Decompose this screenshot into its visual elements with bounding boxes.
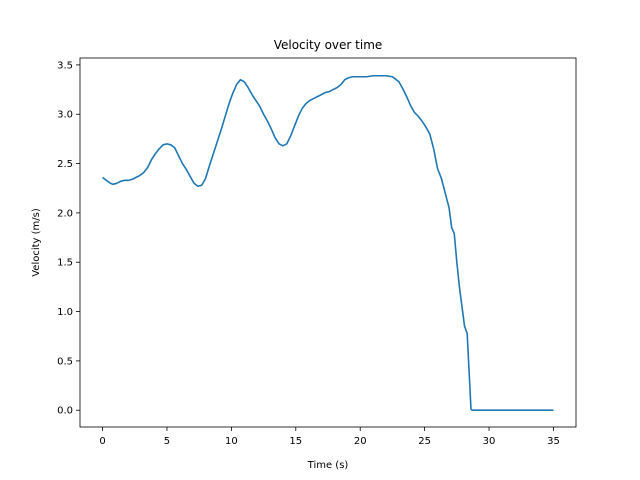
y-tick-label: 1.0 — [57, 307, 73, 318]
x-tick-label: 25 — [418, 436, 431, 447]
y-tick-label: 2.5 — [57, 159, 73, 170]
plot-area-frame — [79, 57, 577, 428]
y-tick-label: 1.5 — [57, 258, 73, 269]
y-tick-label: 2.0 — [57, 208, 73, 219]
x-tick-label: 0 — [99, 436, 105, 447]
y-tick-label: 3.5 — [57, 60, 73, 71]
x-tick-label: 5 — [164, 436, 170, 447]
plot-area-background — [80, 58, 576, 427]
x-axis-ticks: 0 5 10 15 20 25 30 35 — [99, 427, 560, 447]
x-tick-label: 20 — [354, 436, 367, 447]
x-tick-label: 10 — [225, 436, 238, 447]
y-tick-label: 0.5 — [57, 356, 73, 367]
y-tick-label: 0.0 — [57, 406, 73, 417]
y-tick-label: 3.0 — [57, 110, 73, 121]
velocity-series-line — [102, 74, 554, 412]
series-layer — [102, 74, 554, 412]
y-axis-ticks: 0.0 0.5 1.0 1.5 2.0 2.5 3.0 3.5 — [57, 60, 80, 417]
x-tick-label: 35 — [547, 436, 560, 447]
y-axis-title: Velocity (m/s) — [31, 208, 42, 277]
x-axis-title: Time (s) — [307, 460, 349, 471]
x-tick-label: 15 — [289, 436, 302, 447]
chart-title: Velocity over time — [274, 38, 383, 52]
x-tick-label: 30 — [483, 436, 496, 447]
